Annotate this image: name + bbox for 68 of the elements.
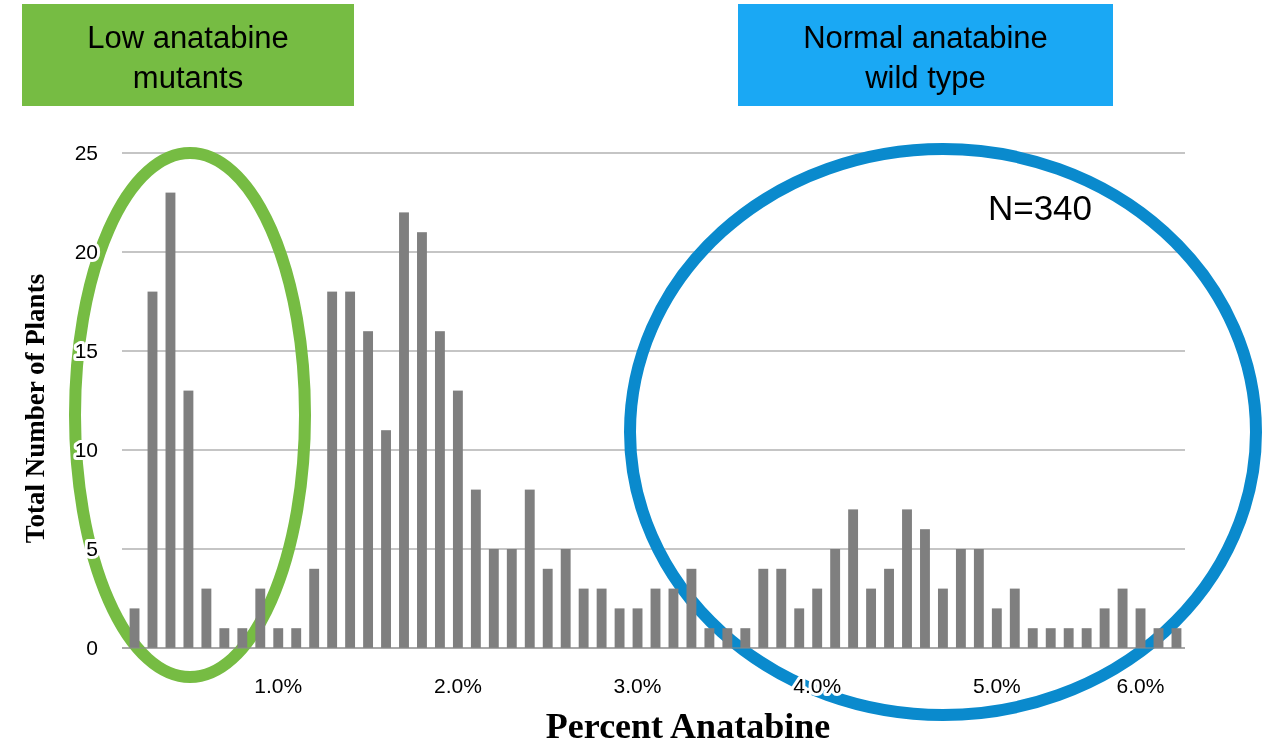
x-tick-label: 3.0% bbox=[613, 674, 662, 697]
bar bbox=[722, 628, 733, 648]
bar bbox=[201, 588, 212, 648]
annotation: N=340 bbox=[987, 188, 1093, 228]
bar bbox=[578, 588, 589, 648]
text: Low anatabine mutants bbox=[87, 19, 289, 95]
bar bbox=[812, 588, 823, 648]
bar bbox=[273, 628, 284, 648]
bar bbox=[866, 588, 877, 648]
x-tick-label: 2.0% bbox=[433, 674, 482, 697]
bar bbox=[937, 588, 948, 648]
bar bbox=[596, 588, 607, 648]
bar bbox=[1009, 588, 1020, 648]
bar bbox=[686, 568, 697, 648]
bar bbox=[219, 628, 230, 648]
bar bbox=[884, 568, 894, 648]
x-tick-label: 6.0% bbox=[1116, 674, 1165, 697]
bar bbox=[434, 331, 445, 648]
bar bbox=[1099, 608, 1110, 648]
bar bbox=[902, 509, 912, 648]
bar bbox=[327, 291, 338, 648]
bar bbox=[740, 628, 751, 648]
bar bbox=[560, 549, 571, 648]
bar bbox=[794, 608, 805, 648]
bar bbox=[363, 331, 374, 648]
bar bbox=[955, 549, 966, 648]
x-axis-title: Percent Anatabine bbox=[545, 706, 831, 745]
bar bbox=[470, 489, 481, 648]
bar bbox=[381, 430, 391, 648]
y-tick-label: 25 bbox=[74, 141, 98, 165]
bar bbox=[129, 608, 140, 648]
bar bbox=[614, 608, 625, 648]
bar bbox=[632, 608, 643, 648]
bar bbox=[1135, 608, 1146, 648]
bar bbox=[1063, 628, 1074, 648]
bar bbox=[1081, 628, 1092, 648]
bar bbox=[345, 291, 356, 648]
bar bbox=[991, 608, 1002, 648]
bar bbox=[488, 549, 499, 648]
x-tick-label: 5.0% bbox=[972, 674, 1021, 697]
bar bbox=[973, 549, 984, 648]
bar bbox=[506, 549, 517, 648]
bar bbox=[1027, 628, 1038, 648]
x-tick-label: 1.0% bbox=[254, 674, 303, 697]
bar bbox=[147, 291, 158, 648]
bar bbox=[542, 568, 553, 648]
y-tick-label: 5 bbox=[86, 537, 98, 561]
bar bbox=[183, 390, 194, 648]
text: Normal anatabine wild type bbox=[803, 19, 1048, 95]
bar bbox=[776, 568, 787, 648]
y-tick-label: 0 bbox=[86, 636, 98, 660]
bar bbox=[291, 628, 302, 648]
bar bbox=[524, 489, 535, 648]
bar bbox=[830, 549, 841, 648]
bar bbox=[920, 529, 930, 648]
bar bbox=[1117, 588, 1128, 648]
bar bbox=[758, 568, 769, 648]
bar bbox=[704, 628, 715, 648]
y-axis-title: Total Number of Plants bbox=[20, 273, 50, 544]
bar bbox=[848, 509, 859, 648]
bar bbox=[452, 390, 463, 648]
bar bbox=[165, 192, 176, 648]
bar bbox=[1045, 628, 1056, 648]
bar bbox=[255, 588, 266, 648]
bar bbox=[237, 628, 248, 648]
bar bbox=[417, 232, 427, 648]
bar bbox=[399, 212, 409, 648]
bar bbox=[309, 568, 320, 648]
